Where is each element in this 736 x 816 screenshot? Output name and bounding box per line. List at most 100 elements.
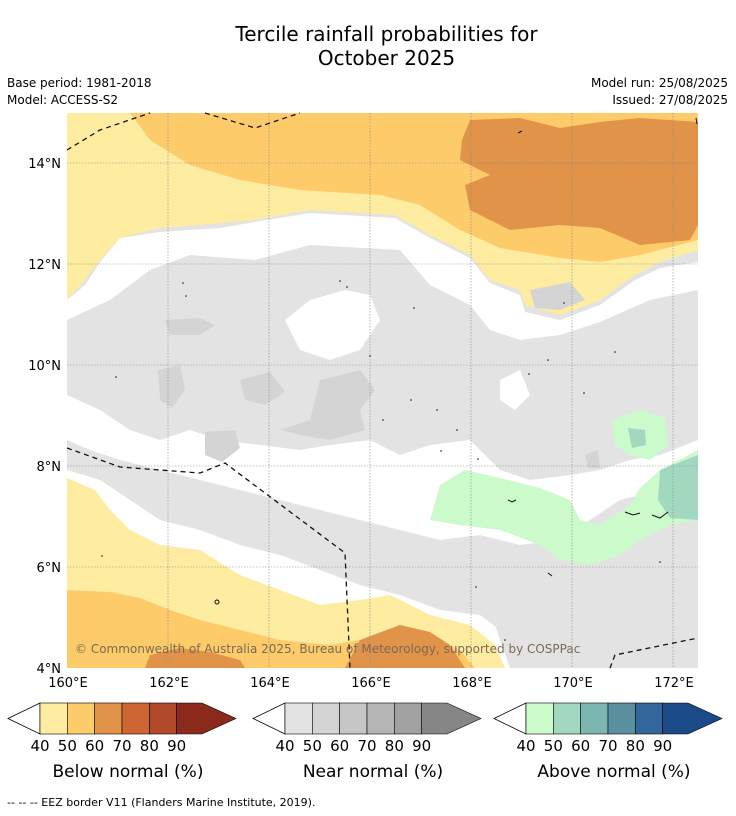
colorbar-1: 40 50 60 70 80 90 Below normal (%) bbox=[7, 702, 237, 782]
above-normal-50-patch-2 bbox=[658, 455, 698, 520]
colorbar-swatch bbox=[339, 702, 368, 735]
colorbar-tick-label: 60 bbox=[571, 737, 590, 755]
above-normal-50-patch-1 bbox=[628, 428, 646, 448]
lon-label: 162°E bbox=[149, 676, 189, 691]
colorbar-swatch bbox=[121, 702, 150, 735]
lat-label: 8°N bbox=[37, 460, 62, 475]
island bbox=[547, 572, 553, 577]
island-dots bbox=[101, 280, 661, 641]
above-normal-40 bbox=[430, 450, 698, 565]
eez-borders bbox=[66, 112, 699, 669]
colorbar-label: Above normal (%) bbox=[537, 762, 690, 782]
near-normal-50-patch-7 bbox=[585, 450, 600, 468]
colorbar-swatch bbox=[284, 702, 313, 735]
colorbar-tick-label: 70 bbox=[112, 737, 131, 755]
near-normal-gap-center-1 bbox=[285, 290, 380, 360]
colorbar-tick-label: 40 bbox=[516, 737, 535, 755]
near-normal-50-patch-1 bbox=[165, 318, 215, 335]
colorbar-swatch bbox=[662, 702, 723, 735]
colorbar-label: Below normal (%) bbox=[53, 762, 204, 782]
model-run: Model run: 25/08/2025 bbox=[590, 76, 728, 90]
probability-map: © Commonwealth of Australia 2025, Bureau… bbox=[7, 112, 723, 782]
lat-label: 4°N bbox=[37, 662, 62, 677]
near-normal-50-patch-4 bbox=[280, 370, 375, 440]
map-title: Tercile rainfall probabilities for Octob… bbox=[0, 22, 736, 70]
eez-border-nw bbox=[66, 112, 151, 151]
colorbar-3: 40 50 60 70 80 90 Above normal (%) bbox=[493, 702, 723, 782]
near-normal-50-patch-3 bbox=[240, 372, 285, 405]
lat-label: 6°N bbox=[37, 561, 62, 576]
axis-labels: 14°N 12°N 10°N 8°N 6°N 4°N 160°E 162°E 1… bbox=[28, 157, 694, 691]
copyright-text: © Commonwealth of Australia 2025, Bureau… bbox=[75, 642, 580, 656]
graticule bbox=[67, 113, 698, 668]
island bbox=[651, 511, 669, 519]
colorbar-swatch bbox=[394, 702, 422, 735]
meta-left: Base period: 1981-2018 Model: ACCESS-S2 bbox=[7, 75, 152, 109]
eez-border-se bbox=[609, 637, 699, 669]
near-normal-50-patch-5 bbox=[205, 430, 240, 462]
near-normal-40-south-east bbox=[480, 548, 698, 668]
issued-date: Issued: 27/08/2025 bbox=[612, 93, 728, 107]
colorbar-swatch bbox=[607, 702, 636, 735]
lon-label: 164°E bbox=[250, 676, 290, 691]
below-normal-50-south-west bbox=[67, 595, 100, 668]
colorbar-2: 40 50 60 70 80 90 Near normal (%) bbox=[252, 702, 482, 782]
colorbar-label: Near normal (%) bbox=[303, 762, 443, 782]
colorbar-swatch bbox=[94, 702, 123, 735]
island bbox=[517, 130, 523, 134]
map-fill-layers bbox=[67, 113, 698, 668]
meta-right: Model run: 25/08/2025 Issued: 27/08/2025 bbox=[591, 75, 728, 109]
colorbar-min-extend bbox=[493, 702, 527, 735]
model-name: Model: ACCESS-S2 bbox=[7, 93, 119, 107]
lat-label: 12°N bbox=[28, 258, 61, 273]
colorbar-tick-label: 60 bbox=[85, 737, 104, 755]
colorbar-tick-label: 50 bbox=[303, 737, 322, 755]
island bbox=[214, 599, 220, 605]
colorbar-tick-label: 50 bbox=[58, 737, 77, 755]
islands bbox=[214, 117, 698, 605]
colorbar-swatch bbox=[421, 702, 482, 735]
colorbar-tick-label: 40 bbox=[275, 737, 294, 755]
lon-label: 166°E bbox=[351, 676, 391, 691]
colorbar-tick-label: 70 bbox=[598, 737, 617, 755]
colorbar-tick-label: 90 bbox=[653, 737, 672, 755]
colorbar-swatch bbox=[635, 702, 663, 735]
below-normal-60-north bbox=[460, 118, 698, 245]
near-normal-gap-north bbox=[67, 213, 698, 340]
near-normal-50-patch-2 bbox=[158, 365, 185, 408]
colorbar-tick-label: 60 bbox=[330, 737, 349, 755]
colorbar-tick-label: 40 bbox=[30, 737, 49, 755]
lat-label: 14°N bbox=[28, 157, 61, 172]
colorbar-swatch bbox=[580, 702, 609, 735]
colorbar-min-extend bbox=[252, 702, 286, 735]
island bbox=[507, 499, 517, 503]
lat-label: 10°N bbox=[28, 359, 61, 374]
below-normal-60-south-west bbox=[145, 648, 245, 668]
colorbar-tick-label: 80 bbox=[140, 737, 159, 755]
colorbar-tick-label: 50 bbox=[544, 737, 563, 755]
colorbar-tick-label: 90 bbox=[412, 737, 431, 755]
eez-border-sw bbox=[66, 447, 351, 669]
colorbar-swatch bbox=[176, 702, 237, 735]
island bbox=[624, 511, 641, 516]
eez-footnote: -- -- -- EEZ border V11 (Flanders Marine… bbox=[7, 796, 316, 809]
eez-border-n bbox=[204, 112, 301, 129]
below-normal-60-south bbox=[345, 625, 465, 668]
title-line-1: Tercile rainfall probabilities for bbox=[235, 22, 538, 46]
lon-label: 160°E bbox=[48, 676, 88, 691]
colorbar-tick-label: 90 bbox=[167, 737, 186, 755]
island bbox=[695, 117, 698, 125]
colorbar-swatch bbox=[67, 702, 95, 735]
colorbar-swatch bbox=[366, 702, 395, 735]
colorbar-swatch bbox=[312, 702, 340, 735]
colorbar-swatch bbox=[39, 702, 68, 735]
colorbar-swatch bbox=[553, 702, 581, 735]
colorbar-swatch bbox=[149, 702, 177, 735]
colorbar-min-extend bbox=[7, 702, 41, 735]
title-line-2: October 2025 bbox=[317, 46, 456, 70]
near-normal-gap-center-2 bbox=[500, 370, 530, 410]
base-period: Base period: 1981-2018 bbox=[7, 76, 152, 90]
near-normal-50-patch-6 bbox=[530, 282, 585, 310]
colorbar-tick-label: 80 bbox=[385, 737, 404, 755]
lon-label: 172°E bbox=[654, 676, 694, 691]
